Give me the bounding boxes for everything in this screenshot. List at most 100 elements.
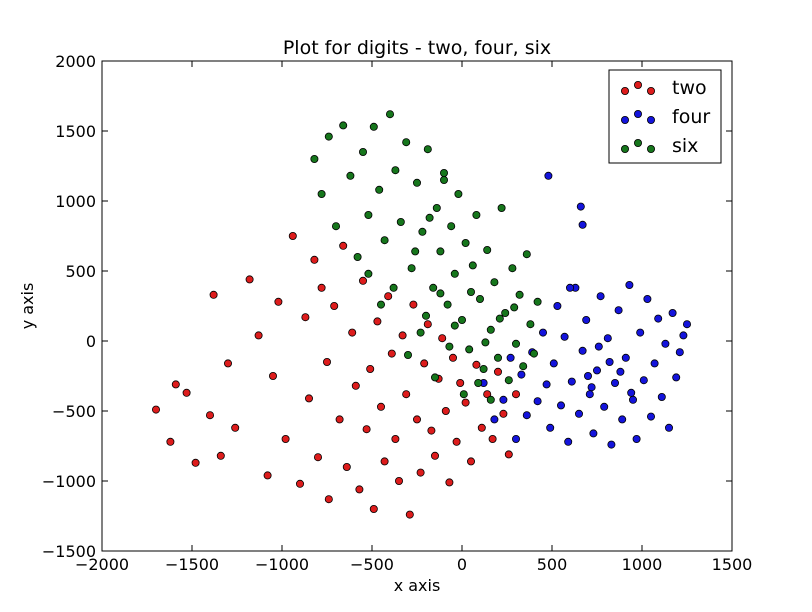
point-two	[335, 415, 344, 424]
legend-marker-six	[621, 144, 630, 153]
legend-marker-six	[634, 138, 643, 147]
point-six	[425, 213, 434, 222]
point-six	[380, 236, 389, 245]
point-two	[191, 458, 200, 467]
point-six	[501, 308, 510, 317]
point-two	[384, 292, 393, 301]
point-two	[317, 283, 326, 292]
point-four	[585, 390, 594, 399]
legend-marker-two	[621, 87, 630, 96]
x-tick-label: −1000	[255, 555, 309, 574]
point-four	[611, 378, 620, 387]
point-six	[479, 364, 488, 373]
point-two	[405, 510, 414, 519]
point-two	[483, 390, 492, 399]
point-six	[519, 362, 528, 371]
point-six	[522, 250, 531, 259]
point-four	[546, 423, 555, 432]
point-two	[310, 255, 319, 264]
point-two	[461, 398, 470, 407]
point-four	[650, 359, 659, 368]
point-four	[607, 440, 616, 449]
point-two	[430, 451, 439, 460]
x-tick-label: 1000	[622, 555, 663, 574]
point-six	[432, 203, 441, 212]
point-two	[423, 320, 432, 329]
point-four	[584, 371, 593, 380]
point-six	[465, 345, 474, 354]
point-two	[288, 231, 297, 240]
point-two	[438, 334, 447, 343]
point-two	[504, 450, 513, 459]
point-six	[436, 247, 445, 256]
point-four	[647, 412, 656, 421]
point-six	[474, 378, 483, 387]
point-four	[517, 370, 526, 379]
point-six	[526, 320, 535, 329]
point-four	[544, 171, 553, 180]
point-six	[533, 297, 542, 306]
point-six	[481, 338, 490, 347]
point-four	[578, 346, 587, 355]
point-two	[362, 425, 371, 434]
point-six	[493, 353, 502, 362]
point-two	[369, 504, 378, 513]
point-four	[668, 308, 677, 317]
point-six	[324, 132, 333, 141]
x-axis-label: x axis	[394, 576, 441, 595]
point-four	[657, 392, 666, 401]
point-four	[614, 306, 623, 315]
point-two	[313, 453, 322, 462]
point-six	[391, 166, 400, 175]
point-six	[402, 138, 411, 147]
point-four	[675, 348, 684, 357]
chart-title: Plot for digits - two, four, six	[283, 37, 551, 59]
point-four	[576, 202, 585, 211]
point-two	[409, 300, 418, 309]
point-six	[468, 261, 477, 270]
point-two	[380, 457, 389, 466]
point-six	[443, 300, 452, 309]
legend-marker-four	[621, 116, 630, 125]
point-two	[441, 406, 450, 415]
point-six	[339, 121, 348, 130]
point-six	[412, 178, 421, 187]
legend-marker-four	[647, 116, 656, 125]
point-four	[627, 388, 636, 397]
y-axis-label: y axis	[18, 283, 37, 330]
point-two	[304, 394, 313, 403]
point-four	[625, 280, 634, 289]
point-four	[636, 328, 645, 337]
point-four	[629, 395, 638, 404]
y-tick-label: −500	[52, 402, 96, 421]
legend-marker-six	[647, 144, 656, 153]
point-two	[281, 434, 290, 443]
point-six	[416, 328, 425, 337]
point-four	[567, 377, 576, 386]
point-two	[339, 241, 348, 250]
point-six	[396, 217, 405, 226]
point-four	[557, 401, 566, 410]
point-six	[353, 252, 362, 261]
point-four	[564, 437, 573, 446]
y-tick-label: 500	[65, 262, 96, 281]
point-six	[495, 314, 504, 323]
point-four	[533, 397, 542, 406]
point-two	[376, 402, 385, 411]
point-six	[454, 189, 463, 198]
point-two	[420, 359, 429, 368]
point-two	[499, 409, 508, 418]
point-two	[151, 405, 160, 414]
point-two	[268, 371, 277, 380]
point-four	[639, 376, 648, 385]
point-two	[263, 471, 272, 480]
point-four	[587, 383, 596, 392]
point-six	[512, 339, 521, 348]
point-six	[375, 185, 384, 194]
point-six	[459, 390, 468, 399]
point-six	[508, 264, 517, 273]
point-four	[589, 429, 598, 438]
point-four	[506, 353, 515, 362]
point-six	[490, 278, 499, 287]
